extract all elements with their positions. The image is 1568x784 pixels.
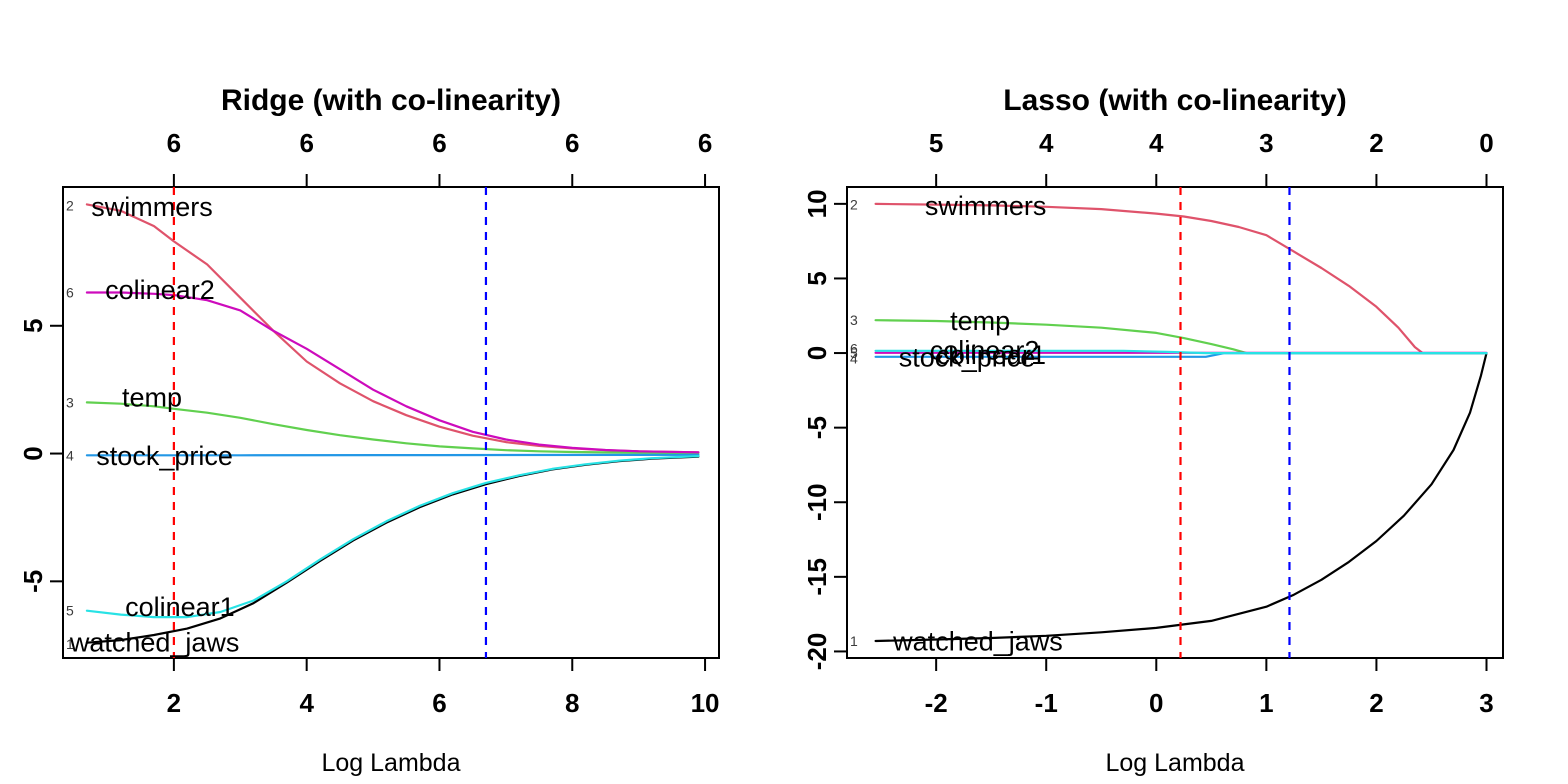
y-axis-tick-label: 0: [18, 446, 48, 460]
series-index-number: 5: [850, 345, 858, 361]
series-index-number: 3: [66, 394, 74, 410]
series-index-number: 2: [66, 198, 74, 214]
series-line-swimmers: [874, 202, 1488, 355]
x-axis-tick-label: 2: [1369, 688, 1383, 718]
ridge-plot-title: Ridge (with co-linearity): [221, 84, 561, 117]
plot-border: [846, 186, 1504, 659]
generated-plots: 2 4 6 8 106 6 6 6 650-5263451swimmerscolinear2te…: [18, 128, 1504, 718]
series-index-number: 5: [66, 603, 74, 619]
series-line-swimmers: [85, 203, 700, 454]
x-axis-tick-label: 1: [1259, 688, 1273, 718]
curve-label-swimmers: swimmers: [925, 191, 1047, 221]
x-axis-tick-label: 4: [299, 688, 314, 718]
series-index-number: 6: [850, 341, 858, 357]
curve-label-temp: temp: [950, 306, 1010, 336]
curve-label-watched_jaws: watched_jaws: [892, 627, 1063, 657]
series-line-watched_jaws: [874, 352, 1488, 643]
x-axis-tick-label: -2: [925, 688, 948, 718]
top-axis-tick-label: 6: [432, 128, 446, 158]
top-axis-tick-label: 4: [1039, 128, 1054, 158]
curve-label-colinear2: colinear2: [105, 275, 215, 305]
top-axis-tick-label: 2: [1369, 128, 1383, 158]
top-axis-tick-label: 4: [1149, 128, 1164, 158]
top-axis-tick-label: 0: [1479, 128, 1493, 158]
curve-label-stock_price: stock_price: [899, 343, 1036, 373]
lasso-x-axis-title: Log Lambda: [1105, 749, 1244, 777]
y-axis-tick-label: -5: [18, 570, 48, 593]
y-axis-tick-label: 5: [802, 271, 832, 285]
ridge-x-axis-title: Log Lambda: [321, 749, 460, 777]
top-axis-tick-label: 3: [1259, 128, 1273, 158]
y-axis-tick-label: -10: [802, 483, 832, 521]
x-axis-tick-label: 6: [432, 688, 446, 718]
curve-label-swimmers: swimmers: [91, 192, 213, 222]
series-line-colinear1: [874, 349, 1488, 355]
series-line-colinear1: [85, 455, 700, 619]
series-index-number: 3: [850, 312, 858, 328]
x-axis-tick-label: -1: [1035, 688, 1058, 718]
curve-label-temp: temp: [122, 382, 182, 412]
series-index-number: 4: [850, 350, 858, 366]
top-axis-tick-label: 5: [929, 128, 943, 158]
lasso-plot-title: Lasso (with co-linearity): [1003, 84, 1346, 117]
top-axis-tick-label: 6: [299, 128, 313, 158]
plot-border: [62, 186, 720, 659]
series-index-number: 6: [66, 285, 74, 301]
y-axis-tick-label: -20: [802, 633, 832, 671]
x-axis-tick-label: 10: [691, 688, 720, 718]
curve-label-stock_price: stock_price: [96, 441, 233, 471]
curve-label-watched_jaws: watched_jaws: [69, 628, 240, 658]
series-index-number: 1: [850, 633, 858, 649]
y-axis-tick-label: -15: [802, 558, 832, 596]
top-axis-tick-label: 6: [698, 128, 712, 158]
top-axis-tick-label: 6: [565, 128, 579, 158]
y-axis-tick-label: -5: [802, 416, 832, 439]
x-axis-tick-label: 8: [565, 688, 579, 718]
series-index-number: 1: [66, 636, 74, 652]
top-axis-tick-label: 6: [167, 128, 181, 158]
curve-label-colinear1: colinear1: [936, 340, 1046, 370]
y-axis-tick-label: 5: [18, 319, 48, 333]
x-axis-tick-label: 0: [1149, 688, 1163, 718]
series-index-number: 2: [850, 197, 858, 213]
y-axis-tick-label: 10: [802, 189, 832, 218]
series-index-number: 4: [66, 447, 74, 463]
series-line-temp: [85, 401, 700, 455]
curve-label-colinear1: colinear1: [125, 592, 235, 622]
series-line-colinear2: [85, 291, 700, 454]
curve-label-colinear2: colinear2: [930, 335, 1040, 365]
series-line-stock_price: [85, 453, 700, 457]
x-axis-tick-label: 2: [167, 688, 181, 718]
x-axis-tick-label: 3: [1479, 688, 1493, 718]
y-axis-tick-label: 0: [802, 346, 832, 360]
series-line-temp: [874, 319, 1488, 355]
